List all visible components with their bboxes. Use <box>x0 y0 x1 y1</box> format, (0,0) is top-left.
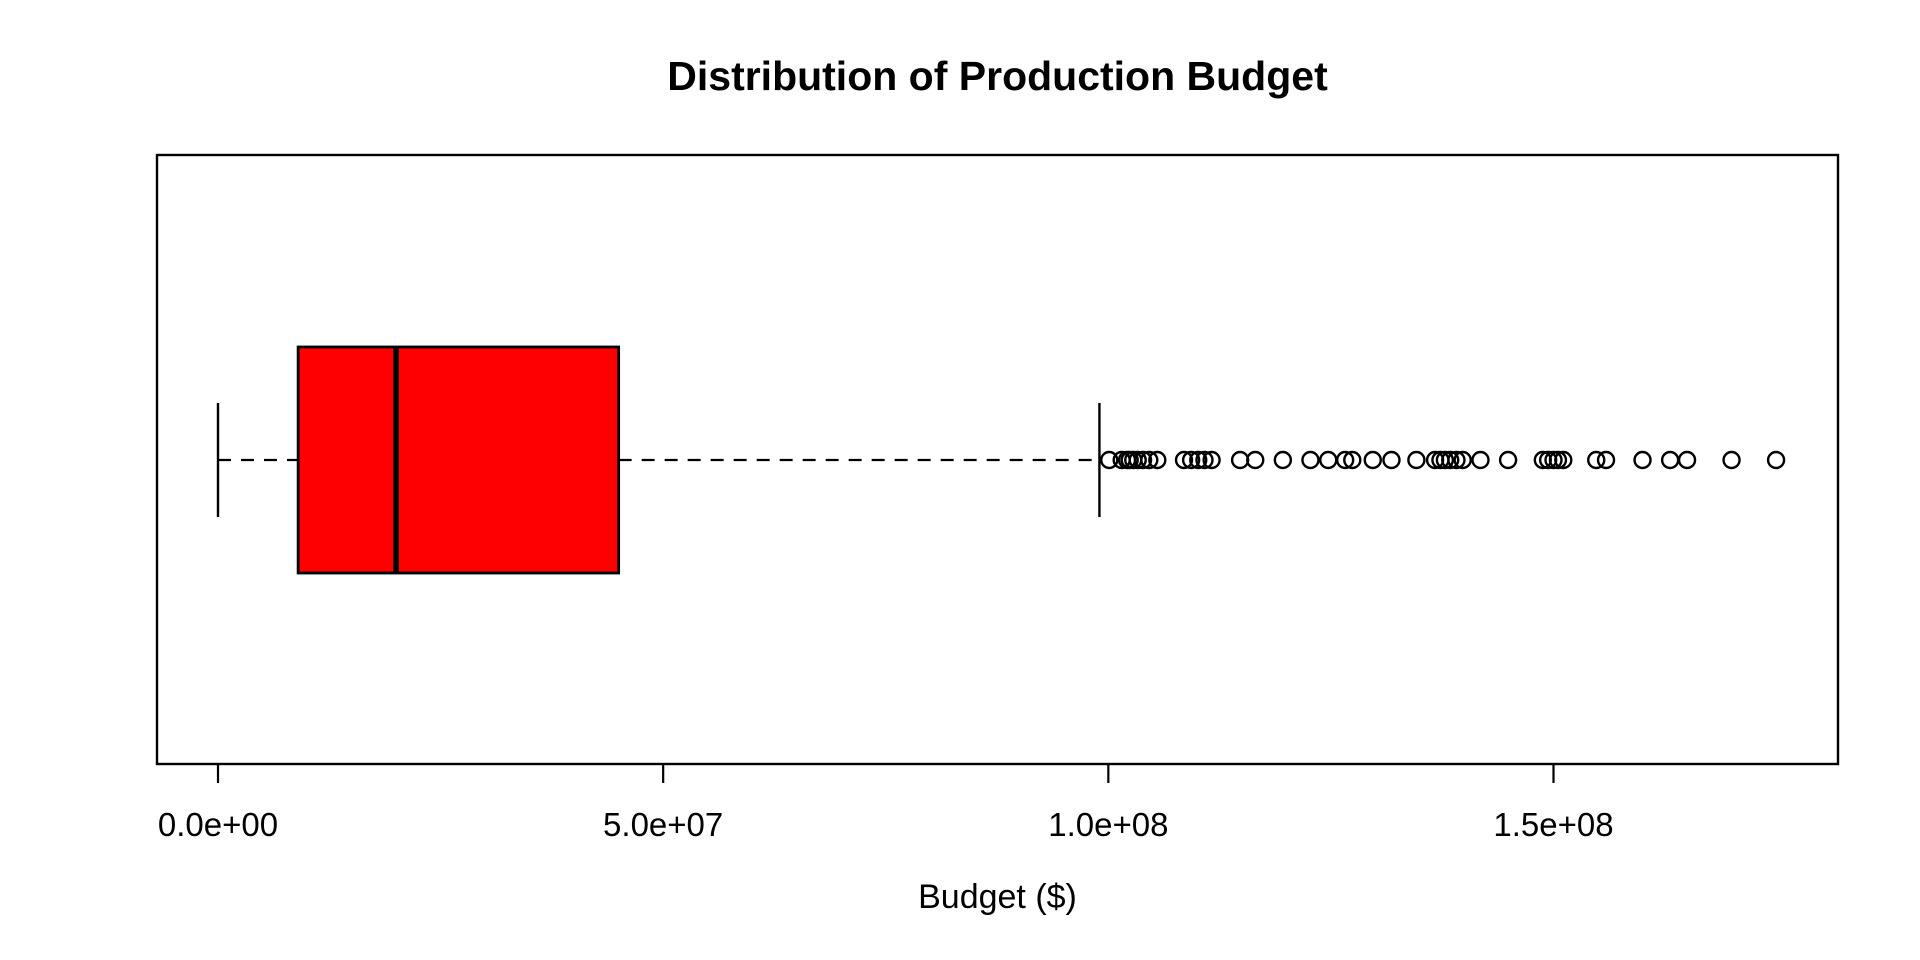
outlier-point <box>1382 450 1401 470</box>
outlier-point <box>1407 450 1426 470</box>
outlier-point <box>1181 450 1201 470</box>
outlier-point <box>1471 450 1490 470</box>
x-axis-tick-label: 0.0e+00 <box>158 806 278 843</box>
x-axis-tick-label: 5.0e+07 <box>603 806 723 843</box>
x-axis-label: Budget ($) <box>918 878 1077 916</box>
outlier-point <box>1319 450 1338 470</box>
outlier-point <box>1441 450 1460 470</box>
outlier-point <box>1140 450 1159 470</box>
x-axis-tick-label: 1.0e+08 <box>1048 806 1168 843</box>
outlier-point <box>1301 450 1320 470</box>
outlier-point <box>1335 450 1355 470</box>
outlier-point <box>1453 450 1472 470</box>
outlier-point <box>1554 450 1573 470</box>
plot-border <box>155 153 1840 766</box>
outlier-point <box>1633 450 1652 470</box>
outlier-point <box>1363 450 1382 470</box>
outlier-point <box>1587 450 1606 470</box>
outlier-point <box>1722 450 1741 470</box>
x-axis-tick-label: 1.5e+08 <box>1493 806 1613 843</box>
outlier-point <box>1195 450 1214 470</box>
outlier-point <box>1548 450 1568 470</box>
outlier-point <box>1174 450 1194 470</box>
outlier-point <box>1273 450 1293 470</box>
outlier-point <box>1596 450 1616 470</box>
outlier-point <box>1447 450 1466 470</box>
outlier-point <box>1128 450 1147 470</box>
outlier-point <box>1148 450 1167 470</box>
outlier-point <box>1246 450 1265 470</box>
outlier-point <box>1133 450 1153 470</box>
outlier-point <box>1498 450 1518 470</box>
outlier-point <box>1230 450 1250 470</box>
chart-title: Distribution of Production Budget <box>667 53 1328 99</box>
outlier-point <box>1202 450 1221 470</box>
iqr-box <box>296 345 621 575</box>
outlier-point <box>1343 450 1362 470</box>
outlier-point <box>1189 450 1208 470</box>
outlier-point <box>1766 450 1786 470</box>
outlier-point <box>1660 450 1680 470</box>
outlier-point <box>1100 450 1119 470</box>
outlier-point <box>1435 450 1455 470</box>
outlier-point <box>1677 450 1697 470</box>
